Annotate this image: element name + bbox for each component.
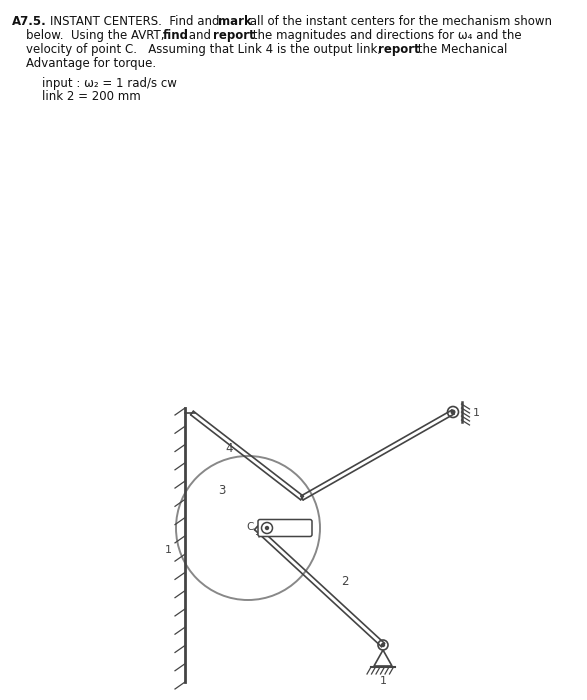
- Text: the magnitudes and directions for ω₄ and the: the magnitudes and directions for ω₄ and…: [249, 29, 522, 42]
- Text: velocity of point C.   Assuming that Link 4 is the output link,: velocity of point C. Assuming that Link …: [26, 43, 385, 56]
- Circle shape: [451, 410, 455, 414]
- Text: +: +: [254, 530, 262, 540]
- Text: INSTANT CENTERS.  Find and: INSTANT CENTERS. Find and: [50, 15, 223, 28]
- Circle shape: [382, 643, 384, 647]
- Text: Advantage for torque.: Advantage for torque.: [26, 57, 156, 70]
- Text: and: and: [185, 29, 215, 42]
- Text: A7.5.: A7.5.: [12, 15, 47, 28]
- Text: all of the instant centers for the mechanism shown: all of the instant centers for the mecha…: [246, 15, 552, 28]
- Text: 1: 1: [473, 408, 480, 418]
- Text: C: C: [246, 522, 254, 532]
- Text: 2: 2: [342, 575, 349, 588]
- Text: below.  Using the AVRT,: below. Using the AVRT,: [26, 29, 168, 42]
- Text: 1: 1: [380, 676, 387, 686]
- Text: report: report: [378, 43, 420, 56]
- FancyBboxPatch shape: [258, 519, 312, 536]
- Text: the Mechanical: the Mechanical: [414, 43, 507, 56]
- Text: link 2 = 200 mm: link 2 = 200 mm: [42, 90, 141, 103]
- Text: 3: 3: [218, 484, 225, 496]
- Text: 4: 4: [225, 442, 232, 454]
- Text: report: report: [213, 29, 255, 42]
- Circle shape: [265, 526, 268, 529]
- Text: find: find: [163, 29, 189, 42]
- Text: input : ω₂ = 1 rad/s cw: input : ω₂ = 1 rad/s cw: [42, 77, 177, 90]
- Text: mark: mark: [218, 15, 252, 28]
- Text: 1: 1: [165, 545, 172, 555]
